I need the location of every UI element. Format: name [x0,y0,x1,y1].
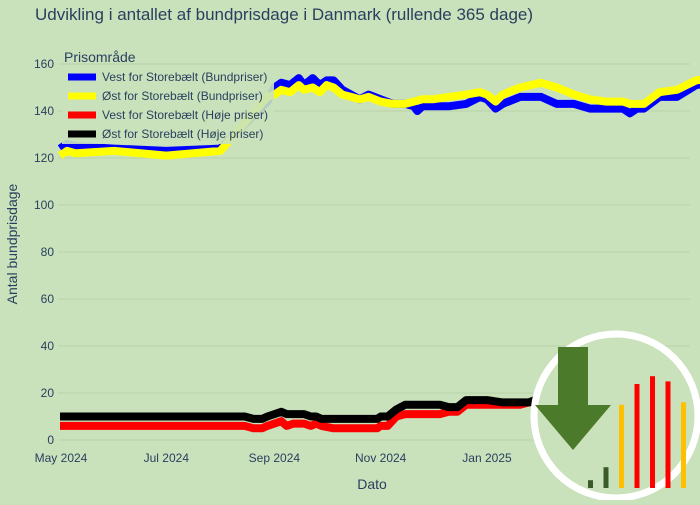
chart-title: Udvikling i antallet af bundprisdage i D… [35,5,533,24]
logo-bar [681,402,686,488]
series-line-st-for-storeb-lt-h-je-priser [60,393,543,423]
legend: Prisområde Vest for Storebælt (Bundpriser… [62,49,274,144]
y-axis-ticks: 0 20 40 60 80 100 120 140 160 [34,57,54,447]
y-tick-label: 60 [41,292,55,306]
logo-bar [665,381,671,488]
logo-bar [603,467,609,488]
logo-overlay [530,330,700,502]
y-axis-label: Antal bundprisdage [4,183,20,304]
series-lines [57,74,700,433]
legend-entry: Vest for Storebælt (Høje priser) [102,108,268,122]
y-tick-label: 120 [34,151,54,165]
x-tick-label: Nov 2024 [355,451,407,465]
x-tick-label: Jan 2025 [462,451,512,465]
y-tick-label: 40 [41,339,55,353]
y-tick-label: 100 [34,198,54,212]
y-tick-label: 20 [41,386,55,400]
legend-entry: Øst for Storebælt (Bundpriser) [102,89,263,103]
x-axis-ticks: May 2024 Jul 2024 Sep 2024 Nov 2024 Jan 2025 [35,451,512,465]
legend-entry: Vest for Storebælt (Bundpriser) [102,70,267,84]
y-tick-label: 80 [41,245,55,259]
series-line-st-for-storeb-lt-bundpriser [57,75,700,160]
down-arrow-icon [535,347,611,450]
x-tick-label: Jul 2024 [144,451,190,465]
x-axis-label: Dato [357,476,387,492]
x-tick-label: Sep 2024 [249,451,301,465]
y-tick-label: 160 [34,57,54,71]
y-tick-label: 0 [47,433,54,447]
logo-bar [619,404,624,488]
logo-bar [588,480,593,488]
logo-bar [650,376,655,488]
y-tick-label: 140 [34,104,54,118]
legend-background [62,68,274,144]
legend-title: Prisområde [64,49,136,65]
logo-bar [634,384,640,488]
legend-entry: Øst for Storebælt (Høje priser) [102,127,263,141]
x-tick-label: May 2024 [35,451,88,465]
